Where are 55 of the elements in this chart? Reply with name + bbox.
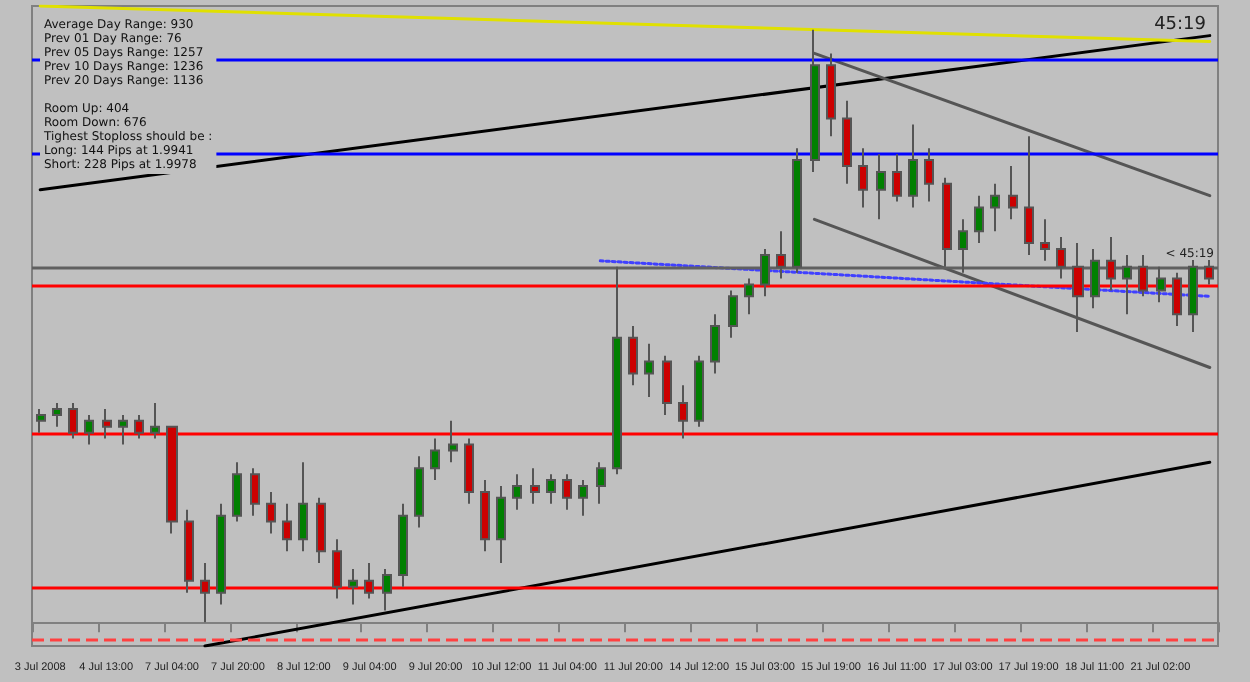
candlestick — [232, 461, 242, 523]
candlestick — [200, 562, 210, 624]
candlestick — [282, 502, 292, 553]
candlestick — [184, 508, 194, 594]
candlestick — [1024, 135, 1034, 256]
candlestick — [662, 354, 672, 416]
candlestick — [448, 419, 458, 464]
candlestick — [52, 402, 62, 428]
candlestick — [530, 467, 540, 505]
candlestick — [1040, 218, 1050, 262]
candlestick — [678, 384, 688, 440]
candlestick — [694, 354, 704, 428]
candlestick — [430, 437, 440, 482]
candlestick — [414, 455, 424, 529]
candlestick — [68, 402, 78, 440]
candlestick — [480, 479, 490, 553]
candlestick — [84, 413, 94, 446]
candlestick — [512, 473, 522, 511]
candlestick — [596, 461, 606, 505]
candlestick — [298, 461, 308, 553]
candlestick — [842, 99, 852, 185]
candlestick — [644, 342, 654, 399]
candlestick — [332, 538, 342, 600]
candlestick — [216, 502, 226, 606]
candlestick — [858, 147, 868, 209]
candlestick — [546, 473, 556, 505]
candlestick — [892, 153, 902, 203]
candlestick — [364, 562, 374, 600]
candlestick — [316, 496, 326, 565]
candlestick — [496, 485, 506, 565]
candlestick — [924, 147, 934, 203]
candlestick — [744, 277, 754, 316]
candlestick — [990, 182, 1000, 233]
candlestick — [578, 479, 588, 517]
candlestick — [150, 402, 160, 440]
candlestick — [464, 437, 474, 505]
candlestick — [628, 325, 638, 387]
candlestick — [102, 407, 112, 440]
candlestick — [876, 153, 886, 221]
candlestick — [166, 425, 178, 535]
candlestick — [398, 502, 408, 588]
candlestick — [348, 567, 358, 606]
candlestick — [266, 490, 276, 535]
candlestick — [710, 313, 720, 375]
candlestick — [728, 289, 738, 339]
candlestick — [382, 567, 392, 612]
candlestick — [1008, 165, 1018, 221]
candlestick — [974, 194, 984, 245]
candlestick — [562, 473, 572, 511]
candlestick — [250, 467, 260, 517]
candlestick — [118, 413, 128, 446]
annotation: 45:19 — [1154, 15, 1207, 35]
candlestick — [908, 123, 918, 209]
candlestick — [36, 407, 46, 434]
candlestick — [134, 413, 144, 440]
